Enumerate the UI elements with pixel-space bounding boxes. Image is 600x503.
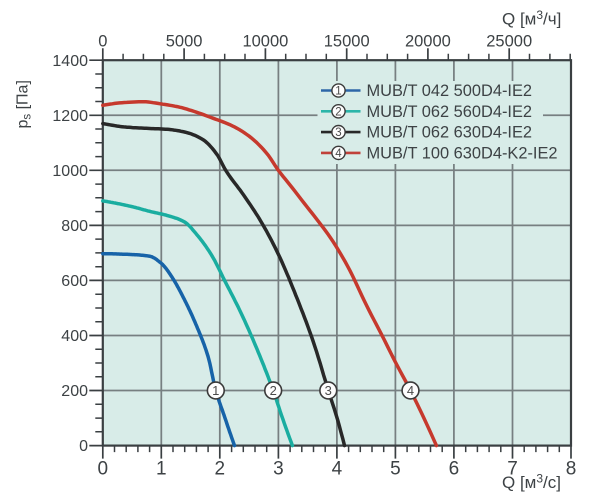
- svg-text:10000: 10000: [242, 32, 288, 50]
- svg-text:400: 400: [61, 328, 88, 345]
- svg-text:3: 3: [273, 459, 284, 480]
- svg-text:MUB/T 100 630D4-K2-IE2: MUB/T 100 630D4-K2-IE2: [367, 145, 558, 163]
- svg-text:5000: 5000: [166, 32, 203, 50]
- svg-text:2: 2: [270, 383, 277, 398]
- svg-text:2: 2: [215, 459, 226, 480]
- svg-text:1200: 1200: [52, 108, 88, 125]
- svg-text:2: 2: [335, 106, 341, 118]
- svg-text:MUB/T 062 630D4-IE2: MUB/T 062 630D4-IE2: [367, 124, 533, 142]
- svg-text:1: 1: [156, 459, 167, 480]
- svg-text:0: 0: [98, 459, 109, 480]
- svg-text:4: 4: [407, 383, 414, 398]
- svg-text:0: 0: [98, 32, 107, 50]
- svg-text:3: 3: [325, 383, 332, 398]
- svg-text:1: 1: [212, 383, 219, 398]
- svg-text:1400: 1400: [52, 53, 88, 70]
- svg-text:4: 4: [332, 459, 343, 480]
- svg-text:1: 1: [335, 86, 341, 98]
- svg-text:Q [м3/ч]: Q [м3/ч]: [502, 8, 561, 29]
- svg-text:ps [Па]: ps [Па]: [15, 80, 34, 128]
- svg-text:20000: 20000: [405, 32, 451, 50]
- svg-text:4: 4: [335, 148, 342, 160]
- svg-text:MUB/T 062 560D4-IE2: MUB/T 062 560D4-IE2: [367, 103, 533, 121]
- svg-text:25000: 25000: [486, 32, 532, 50]
- svg-text:7: 7: [507, 459, 518, 480]
- svg-text:5: 5: [390, 459, 401, 480]
- svg-text:3: 3: [335, 127, 341, 139]
- svg-text:15000: 15000: [324, 32, 370, 50]
- svg-text:600: 600: [61, 273, 88, 290]
- svg-text:6: 6: [449, 459, 460, 480]
- svg-text:MUB/T 042 500D4-IE2: MUB/T 042 500D4-IE2: [367, 82, 533, 100]
- svg-text:800: 800: [61, 218, 88, 235]
- svg-text:0: 0: [79, 438, 88, 455]
- svg-text:8: 8: [566, 459, 577, 480]
- svg-text:Q [м3/с]: Q [м3/с]: [502, 471, 561, 492]
- svg-text:200: 200: [61, 383, 88, 400]
- svg-text:1000: 1000: [52, 163, 88, 180]
